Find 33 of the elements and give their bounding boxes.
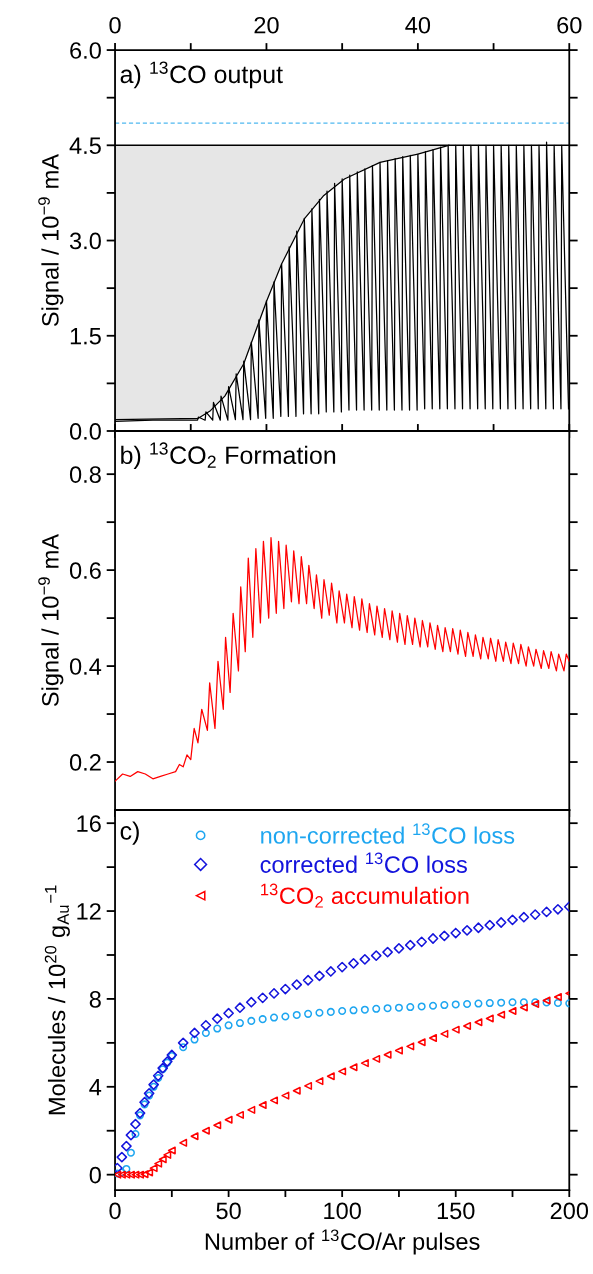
x-tick-label: 20 xyxy=(254,16,279,34)
legend-label: corrected $^{13}$CO loss xyxy=(260,852,467,873)
x-tick-label: 0 xyxy=(109,16,121,34)
chart-title: c) xyxy=(120,821,139,845)
y-tick-label: 0.4 xyxy=(69,658,102,675)
x-tick-label: 60 xyxy=(557,16,582,34)
y-tick-label: 0 xyxy=(89,1166,101,1184)
y-tick-label: 16 xyxy=(77,815,101,832)
y-tick-label: 6.0 xyxy=(70,42,101,59)
chart-title: b) $^{13}$CO$_{2}$ Formation xyxy=(121,442,336,470)
legend-label: non-corrected $^{13}$CO loss xyxy=(261,823,515,844)
chart-title: a) $^{13}$CO output xyxy=(120,61,283,89)
y-axis-title: Molecules / 10$^{20}$ g$_{Au}$$^{−1}$ xyxy=(44,885,70,1115)
y-tick-label: 0.8 xyxy=(69,466,101,483)
x-tick-label: 50 xyxy=(216,1202,241,1220)
y-tick-label: 0.6 xyxy=(69,562,101,579)
x-tick-label: 0 xyxy=(109,1202,121,1220)
y-axis-title: Signal / 10$^{−9}$ mA xyxy=(38,533,64,707)
y-axis-title: Signal / 10$^{−9}$ mA xyxy=(38,153,64,327)
legend-label: $^{13}$CO$_{2}$ accumulation xyxy=(261,883,469,908)
y-tick-label: 0.2 xyxy=(69,754,101,771)
x-tick-label: 40 xyxy=(405,16,431,34)
y-tick-label: 12 xyxy=(77,903,101,920)
y-tick-label: 8 xyxy=(89,991,101,1008)
x-tick-label: 150 xyxy=(437,1202,475,1220)
x-tick-label: 200 xyxy=(550,1202,589,1220)
y-tick-label: 4 xyxy=(89,1079,102,1096)
y-tick-label: 4.5 xyxy=(69,137,101,155)
y-tick-label: 3.0 xyxy=(69,232,101,250)
x-tick-label: 100 xyxy=(324,1202,361,1220)
y-tick-label: 0.0 xyxy=(69,423,101,440)
x-axis-title: Number of $^{13}$CO/Ar pulses xyxy=(205,1229,480,1255)
y-tick-label: 1.5 xyxy=(70,328,101,345)
